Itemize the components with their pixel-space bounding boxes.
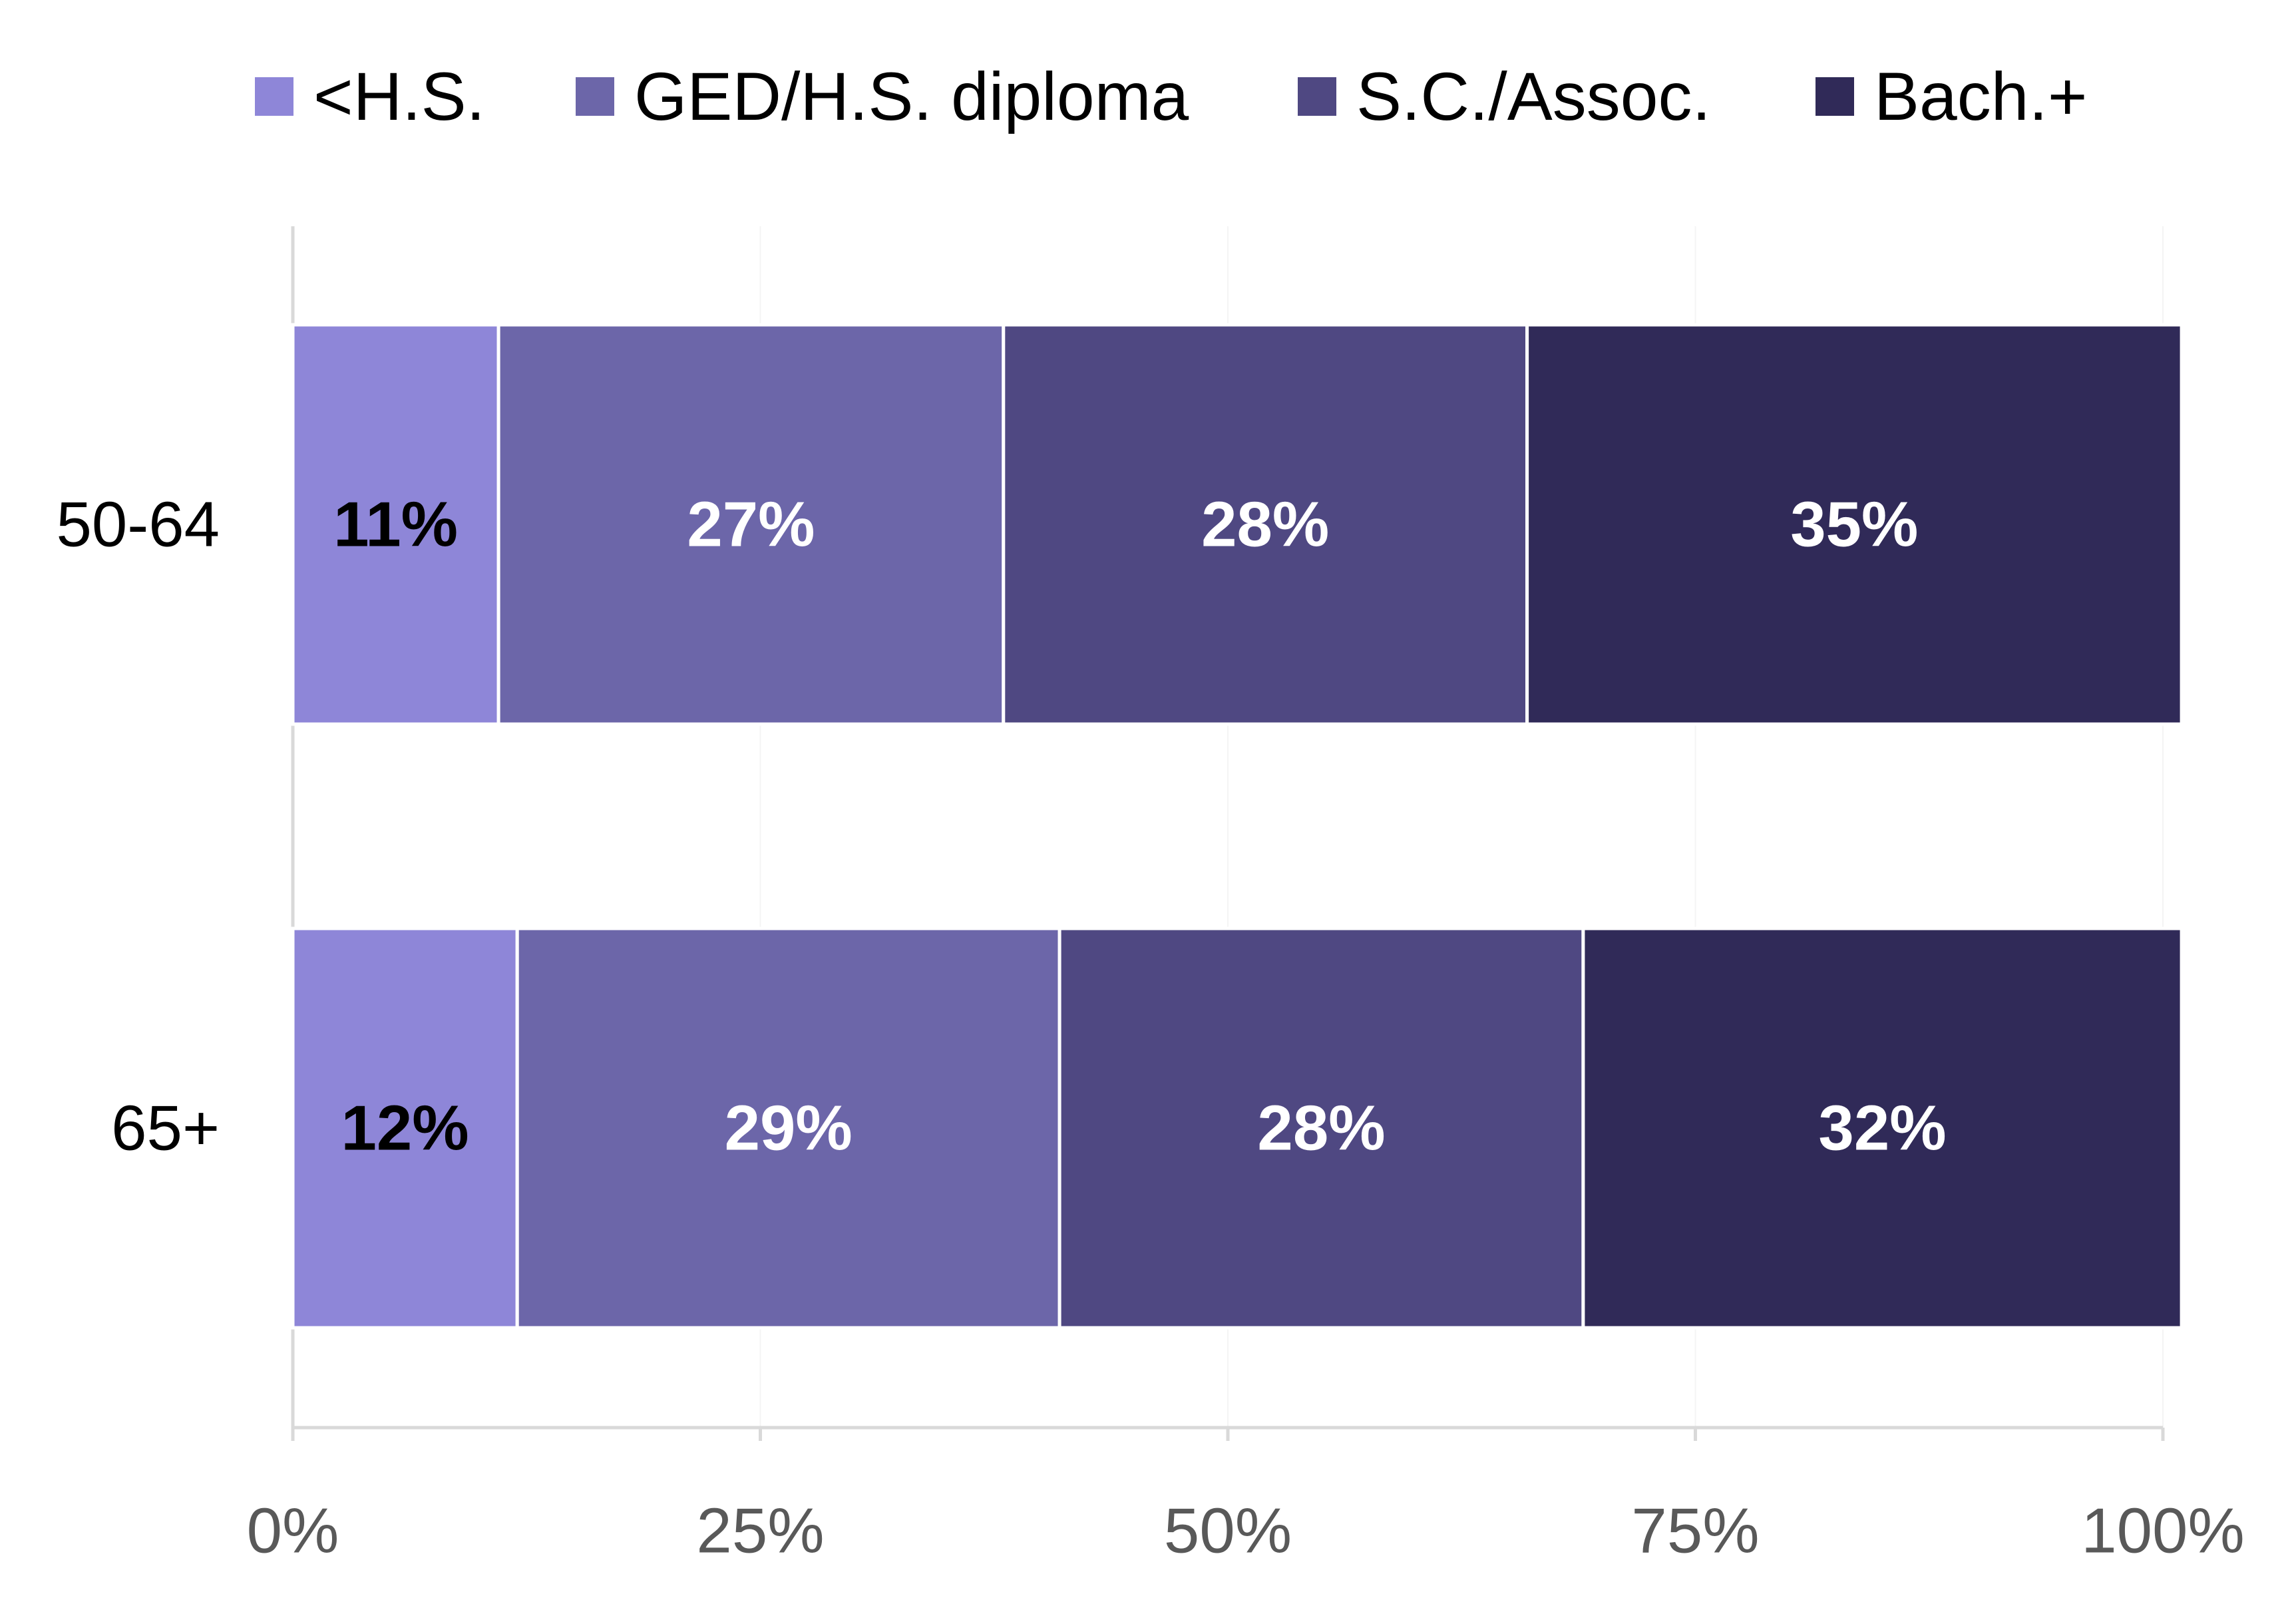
category-label: 65+ bbox=[111, 1093, 220, 1164]
bar-segment: 12% bbox=[291, 926, 519, 1330]
data-label: 32% bbox=[1818, 1093, 1946, 1164]
legend-item: <H.S. bbox=[255, 59, 485, 134]
legend-label: S.C./Assoc. bbox=[1356, 59, 1711, 134]
data-label: 12% bbox=[341, 1093, 469, 1164]
bar bbox=[1057, 926, 1585, 1330]
data-label: 29% bbox=[725, 1093, 853, 1164]
legend-item: GED/H.S. diploma bbox=[576, 59, 1189, 134]
legend-label: GED/H.S. diploma bbox=[634, 59, 1189, 134]
legend: <H.S. GED/H.S. diploma S.C./Assoc. Bach.+ bbox=[255, 59, 2087, 134]
bar bbox=[496, 323, 1006, 726]
data-label: 28% bbox=[1201, 489, 1329, 560]
bar-segment: 27% bbox=[496, 323, 1006, 726]
legend-item: S.C./Assoc. bbox=[1298, 59, 1711, 134]
bars: 11% 27% 28% 35% 12% 29% 28% 32% bbox=[291, 323, 2184, 1330]
data-label: 28% bbox=[1257, 1093, 1385, 1164]
bar-segment: 29% bbox=[515, 926, 1061, 1330]
bar-segment: 28% bbox=[1002, 323, 1529, 726]
x-tick-label: 0% bbox=[247, 1496, 339, 1567]
data-label: 35% bbox=[1790, 489, 1918, 560]
bar bbox=[291, 926, 519, 1330]
data-label: 11% bbox=[333, 489, 458, 560]
x-tick-label: 75% bbox=[1631, 1496, 1759, 1567]
legend-label: Bach.+ bbox=[1874, 59, 2087, 134]
x-tick-label: 25% bbox=[696, 1496, 824, 1567]
x-tick-labels: 0% 25% 50% 75% 100% bbox=[247, 1496, 2245, 1567]
bar-segment: 28% bbox=[1057, 926, 1585, 1330]
bar bbox=[1581, 926, 2184, 1330]
bar bbox=[515, 926, 1061, 1330]
legend-swatch bbox=[1816, 77, 1854, 116]
legend-label: <H.S. bbox=[313, 59, 485, 134]
legend-item: Bach.+ bbox=[1816, 59, 2087, 134]
legend-swatch bbox=[1298, 77, 1336, 116]
legend-swatch bbox=[576, 77, 614, 116]
data-label: 27% bbox=[687, 489, 815, 560]
bar-segment: 11% bbox=[291, 323, 500, 726]
category-label: 50-64 bbox=[56, 489, 220, 560]
bar-segment: 35% bbox=[1525, 323, 2184, 726]
x-tick-label: 100% bbox=[2081, 1496, 2245, 1567]
category-labels: 50-64 65+ bbox=[56, 489, 220, 1164]
bar bbox=[291, 323, 500, 726]
bar bbox=[1002, 323, 1529, 726]
x-tick-label: 50% bbox=[1164, 1496, 1292, 1567]
bar-segment: 32% bbox=[1581, 926, 2184, 1330]
legend-swatch bbox=[255, 77, 293, 116]
bar bbox=[1525, 323, 2184, 726]
